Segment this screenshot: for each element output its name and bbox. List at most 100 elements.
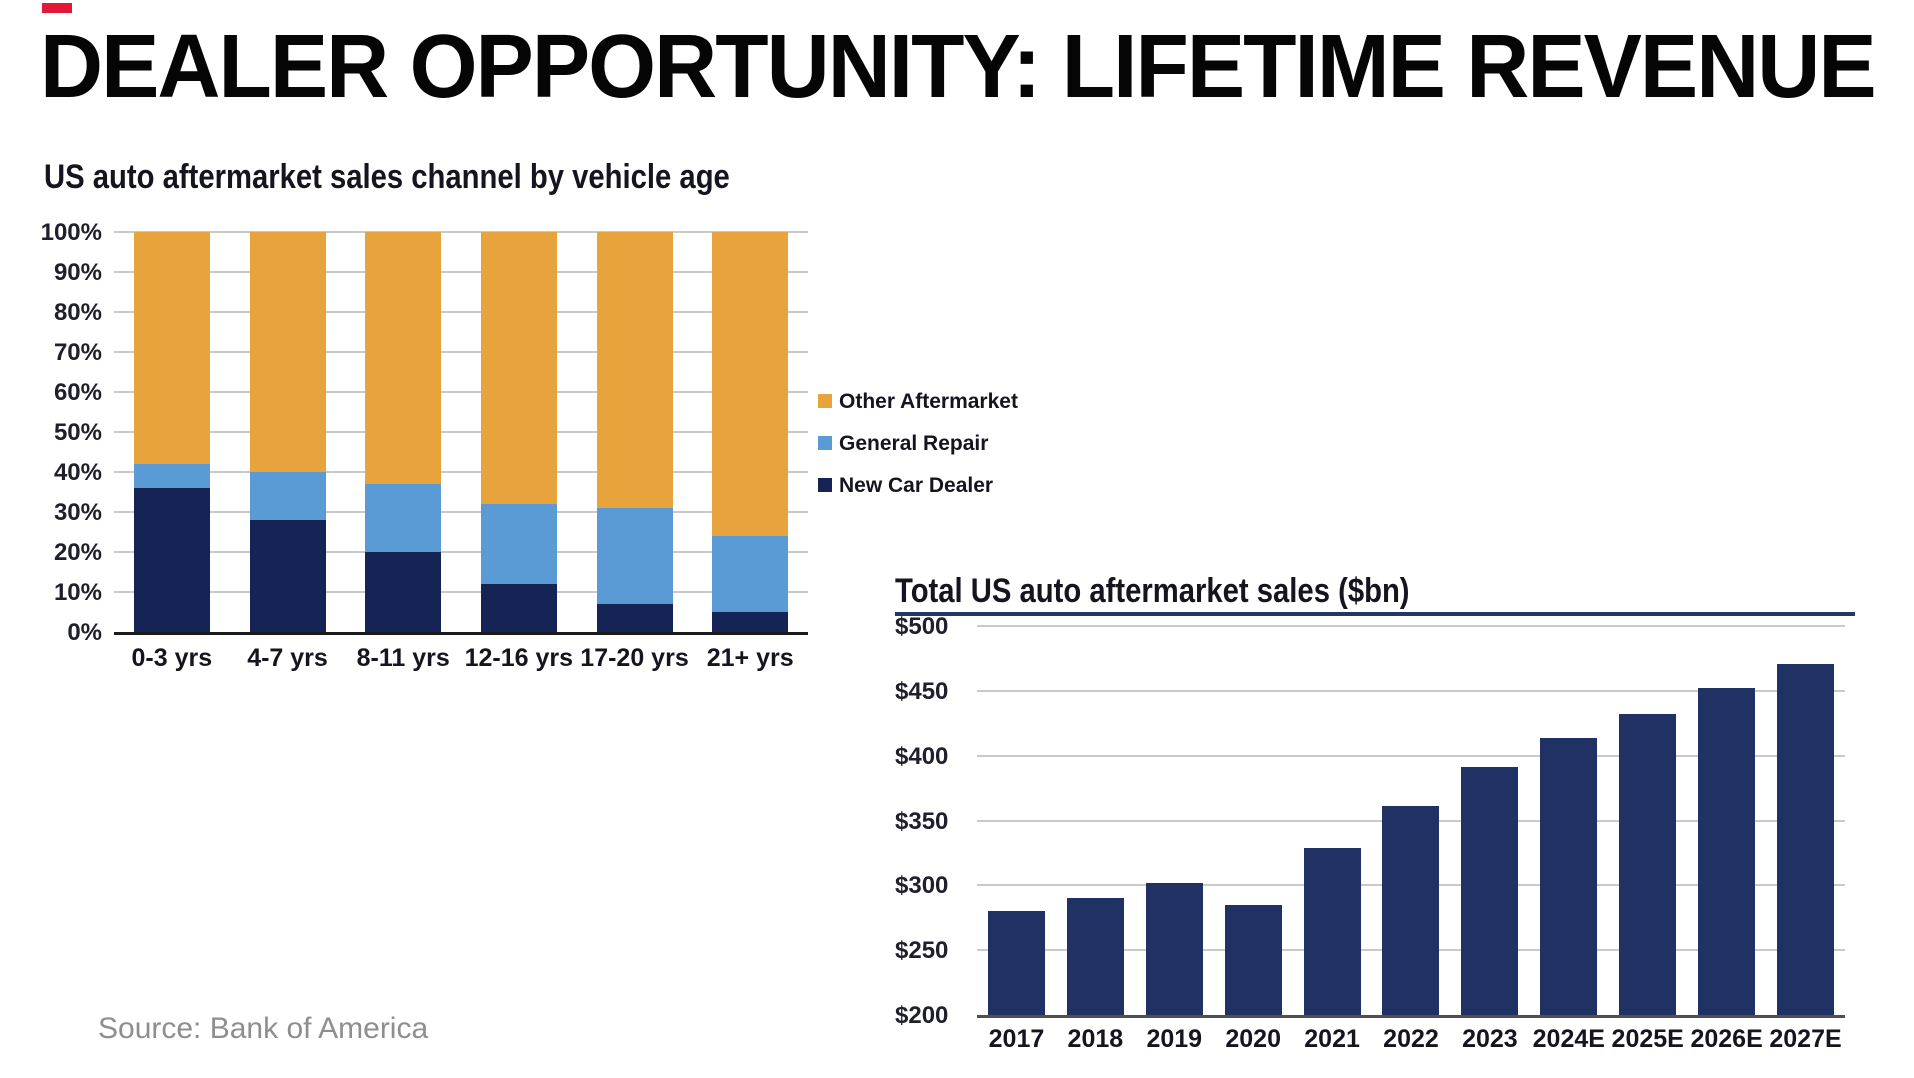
x-tick-label: 21+ yrs [706, 644, 794, 672]
x-tick-label: 17-20 yrs [580, 644, 689, 672]
y-tick-label: 20% [53, 539, 102, 566]
y-tick-label: 60% [53, 379, 102, 406]
bar-column [1529, 626, 1608, 1015]
legend-label: General Repair [839, 432, 989, 455]
title-underline [895, 612, 1855, 616]
legend-swatch [818, 436, 832, 450]
bar-segment [596, 508, 673, 604]
x-tick-label: 0-3 yrs [131, 644, 213, 672]
x-tick-label: 2021 [1304, 1025, 1360, 1053]
right-chart-x-axis: 2017 2018 2019 2020 2021 2022 2023 2024E 2025E 20… [977, 1025, 1845, 1054]
stacked-bar [365, 232, 442, 632]
bar-column [1056, 626, 1135, 1015]
bar-segment [249, 520, 326, 632]
bar [1382, 806, 1440, 1015]
bar-segment [596, 232, 673, 508]
bar [1777, 663, 1835, 1015]
bar-column [1135, 626, 1214, 1015]
y-tick-label: 100% [40, 219, 102, 246]
gridline [114, 551, 808, 553]
bar-column [345, 232, 461, 632]
bar-column [1372, 626, 1451, 1015]
legend-swatch [818, 394, 832, 408]
y-tick-label: $450 [895, 677, 949, 705]
gridline [114, 391, 808, 393]
x-tick-label: 12-16 yrs [464, 644, 574, 672]
bar-segment [712, 232, 789, 536]
left-chart-title-text: US auto aftermarket sales channel by veh… [44, 158, 730, 196]
x-tick-label: 4-7 yrs [247, 644, 328, 672]
y-tick-label: 40% [53, 459, 102, 486]
bar-segment [712, 536, 789, 612]
x-tick-label: 2018 [1067, 1025, 1124, 1053]
bar-columns [114, 232, 808, 632]
right-chart-title-text: Total US auto aftermarket sales ($bn) [895, 572, 1410, 610]
gridline [977, 625, 1845, 627]
x-tick-label: 2023 [1462, 1025, 1518, 1053]
stacked-bar [596, 232, 673, 632]
y-tick-label: 90% [53, 259, 102, 286]
red-accent-dash [42, 3, 72, 13]
bar-segment [480, 584, 557, 632]
stacked-bar [249, 232, 326, 632]
bar-column [577, 232, 693, 632]
bar [1145, 882, 1203, 1015]
y-tick-label: 30% [53, 499, 102, 526]
bar [987, 911, 1045, 1015]
bar [1303, 847, 1361, 1015]
source-text: Source: Bank of America [98, 1012, 429, 1045]
bar-segment [249, 232, 326, 472]
legend-item: General Repair [818, 432, 1018, 456]
stacked-bar [712, 232, 789, 632]
y-tick-label: $500 [895, 613, 949, 640]
gridline [114, 231, 808, 233]
bar-chart-total-sales: Total US auto aftermarket sales ($bn) $2… [895, 572, 1870, 1072]
bar-segment [365, 484, 442, 552]
legend-label: Other Aftermarket [839, 390, 1018, 413]
y-tick-label: 50% [53, 419, 102, 446]
x-tick-label: 2027E [1769, 1025, 1842, 1053]
right-chart-plot-area [977, 625, 1845, 1018]
bar-segment [480, 504, 557, 584]
gridline [977, 689, 1845, 692]
bar-segment [365, 552, 442, 632]
stacked-chart-sales-channel: US auto aftermarket sales channel by veh… [40, 158, 1070, 718]
bar-segment [365, 232, 442, 484]
gridline [114, 351, 808, 353]
y-tick-label: 0% [67, 619, 102, 646]
gridline [114, 471, 808, 473]
bar-column [114, 232, 230, 632]
bar-column [1214, 626, 1293, 1015]
bar-segment [596, 604, 673, 632]
left-chart-x-axis: 0-3 yrs 4-7 yrs 8-11 yrs 12-16 yrs 17-20 yrs… [114, 644, 808, 673]
bar-segment [133, 464, 210, 488]
stacked-bar [133, 232, 210, 632]
legend: Other Aftermarket General Repair New Car D… [818, 390, 1018, 516]
right-chart-title: Total US auto aftermarket sales ($bn) [895, 572, 1493, 611]
bar-column [461, 232, 577, 632]
x-tick-label: 2017 [988, 1025, 1045, 1053]
bar-column [1687, 626, 1766, 1015]
bar-column [1608, 626, 1687, 1015]
left-chart-title: US auto aftermarket sales channel by veh… [44, 158, 841, 197]
bar [1698, 688, 1756, 1015]
y-tick-label: $400 [895, 742, 949, 770]
bar [1461, 767, 1519, 1015]
bar-column [692, 232, 808, 632]
bar [1066, 898, 1124, 1015]
bar-column [1293, 626, 1372, 1015]
gridline [114, 431, 808, 433]
y-tick-label: $350 [895, 807, 949, 835]
x-tick-label: 2024E [1532, 1025, 1605, 1053]
x-tick-label: 2025E [1611, 1025, 1684, 1053]
y-tick-label: $250 [895, 937, 949, 965]
y-tick-label: 10% [53, 579, 102, 606]
y-tick-label: $200 [895, 1002, 949, 1029]
x-tick-label: 8-11 yrs [356, 644, 450, 672]
legend-swatch [818, 478, 832, 492]
gridline [114, 511, 808, 513]
bar-segment [480, 232, 557, 504]
x-tick-label: 2022 [1383, 1025, 1439, 1053]
stacked-bar [480, 232, 557, 632]
